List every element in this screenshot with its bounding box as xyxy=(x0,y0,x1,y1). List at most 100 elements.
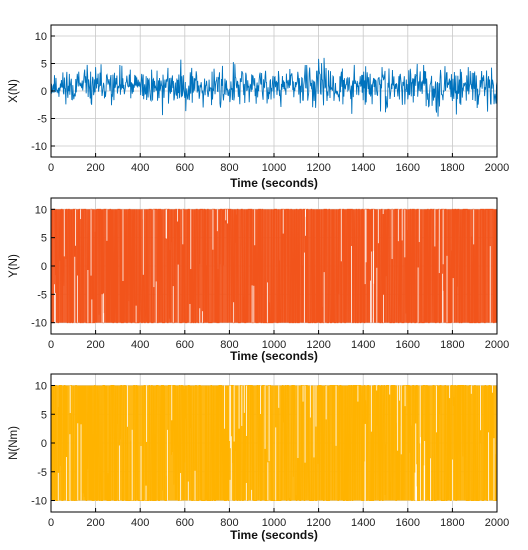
signal-gap xyxy=(246,385,247,436)
signal-gap xyxy=(140,445,142,501)
plot-3-yticks: 10 5 0 -5 -10 xyxy=(31,381,55,508)
x-tick-label: 200 xyxy=(86,162,104,174)
y-tick-label: -10 xyxy=(31,318,47,330)
signal-gap xyxy=(118,445,120,501)
signal-gap xyxy=(69,434,71,501)
signal-gap xyxy=(438,209,440,274)
x-tick-label: 0 xyxy=(48,517,54,529)
signal-gap xyxy=(267,462,269,501)
signal-gap xyxy=(199,308,201,323)
plot-2-xlabel: Time (seconds) xyxy=(230,349,318,363)
signal-gap xyxy=(470,385,472,394)
plot-3-xticks: 0 200 400 600 800 1000 1200 1400 1600 1800 2000 xyxy=(48,508,509,529)
signal-gap xyxy=(370,385,372,432)
signal-gap xyxy=(225,209,227,221)
signal-gap xyxy=(229,479,231,501)
signal-gap xyxy=(233,385,235,442)
signal-gap xyxy=(103,293,105,323)
x-tick-label: 1800 xyxy=(440,517,464,529)
signal-gap xyxy=(315,385,317,427)
signal-gap xyxy=(404,209,406,258)
signal-gap xyxy=(434,209,436,247)
signal-gap xyxy=(229,385,231,449)
signal-gap xyxy=(452,278,454,323)
signal-gap xyxy=(189,303,191,323)
x-tick-label: 1800 xyxy=(440,339,464,351)
x-tick-label: 1000 xyxy=(262,339,286,351)
signal-gap xyxy=(65,457,67,501)
plot-1-signal xyxy=(50,57,498,117)
x-tick-label: 1400 xyxy=(351,517,375,529)
plot-1-ylabel: X(N) xyxy=(8,79,20,103)
signal-gap xyxy=(397,385,399,451)
plot-3-signal xyxy=(50,385,497,501)
signal-gap xyxy=(172,286,174,323)
signal-gap xyxy=(190,209,192,270)
signal-gap xyxy=(416,486,418,501)
y-tick-label: -5 xyxy=(37,289,47,301)
signal-gap xyxy=(91,299,93,323)
signal-gap xyxy=(489,246,491,323)
y-tick-label: 0 xyxy=(41,261,47,273)
plot-3-ylabel: N(Nm) xyxy=(8,426,20,460)
signal-gap xyxy=(216,209,218,232)
signal-gap xyxy=(155,281,157,323)
signal-gap xyxy=(243,385,245,413)
x-tick-label: 1400 xyxy=(351,339,375,351)
signal-gap xyxy=(488,432,489,501)
signal-gap xyxy=(491,385,493,393)
signal-gap xyxy=(309,385,311,418)
signal-gap xyxy=(106,209,108,241)
signal-gap xyxy=(229,385,231,441)
signal-gap xyxy=(340,209,342,262)
signal-gap xyxy=(57,472,59,501)
panel-x-force: 10 5 0 -5 -10 0 200 400 600 800 1000 1200 1400 1600 1… xyxy=(8,24,509,190)
signal-gap xyxy=(77,423,79,501)
signal-gap xyxy=(364,461,366,501)
signal-gap xyxy=(224,385,225,429)
plot-1-xticks: 0 200 400 600 800 1000 1200 1400 1600 1800 2000 xyxy=(48,153,509,174)
signal-line xyxy=(50,385,497,501)
signal-gap xyxy=(165,209,167,239)
y-tick-label: -5 xyxy=(37,467,47,479)
x-tick-label: 400 xyxy=(131,162,149,174)
signal-gap xyxy=(145,485,147,501)
x-tick-label: 1600 xyxy=(396,339,420,351)
x-tick-label: 600 xyxy=(176,517,194,529)
signal-gap xyxy=(187,481,189,501)
signal-gap xyxy=(473,209,475,245)
signal-gap xyxy=(177,264,179,323)
x-tick-label: 2000 xyxy=(485,517,509,529)
x-tick-label: 600 xyxy=(176,162,194,174)
signal-gap xyxy=(268,385,270,462)
signal-gap xyxy=(323,272,325,323)
signal-gap xyxy=(131,429,133,501)
signal-gap xyxy=(325,385,327,420)
signal-gap xyxy=(180,473,182,501)
signal-gap xyxy=(373,209,375,284)
signal-gap xyxy=(245,482,247,501)
x-tick-label: 200 xyxy=(86,339,104,351)
signal-gap xyxy=(194,470,196,501)
x-tick-label: 200 xyxy=(86,517,104,529)
signal-gap xyxy=(90,209,92,276)
signal-gap xyxy=(241,385,243,426)
plot-2-xticks: 0 200 400 600 800 1000 1200 1400 1600 1800 2000 xyxy=(48,330,509,351)
signal-gap xyxy=(419,385,421,444)
x-tick-label: 1000 xyxy=(262,517,286,529)
signal-gap xyxy=(351,245,352,323)
signal-gap xyxy=(449,385,451,399)
signal-gap xyxy=(305,209,306,217)
signal-gap xyxy=(101,294,103,323)
signal-gap xyxy=(304,385,306,463)
plot-2-signal xyxy=(50,208,498,324)
signal-gap xyxy=(442,273,444,323)
signal-gap xyxy=(371,251,373,323)
x-tick-label: 1200 xyxy=(306,517,330,529)
y-tick-label: 0 xyxy=(41,438,47,450)
signal-gap xyxy=(377,209,379,244)
y-tick-label: 5 xyxy=(41,409,47,421)
signal-gap xyxy=(182,209,184,245)
signal-gap xyxy=(391,209,393,259)
signal-gap xyxy=(278,385,280,408)
